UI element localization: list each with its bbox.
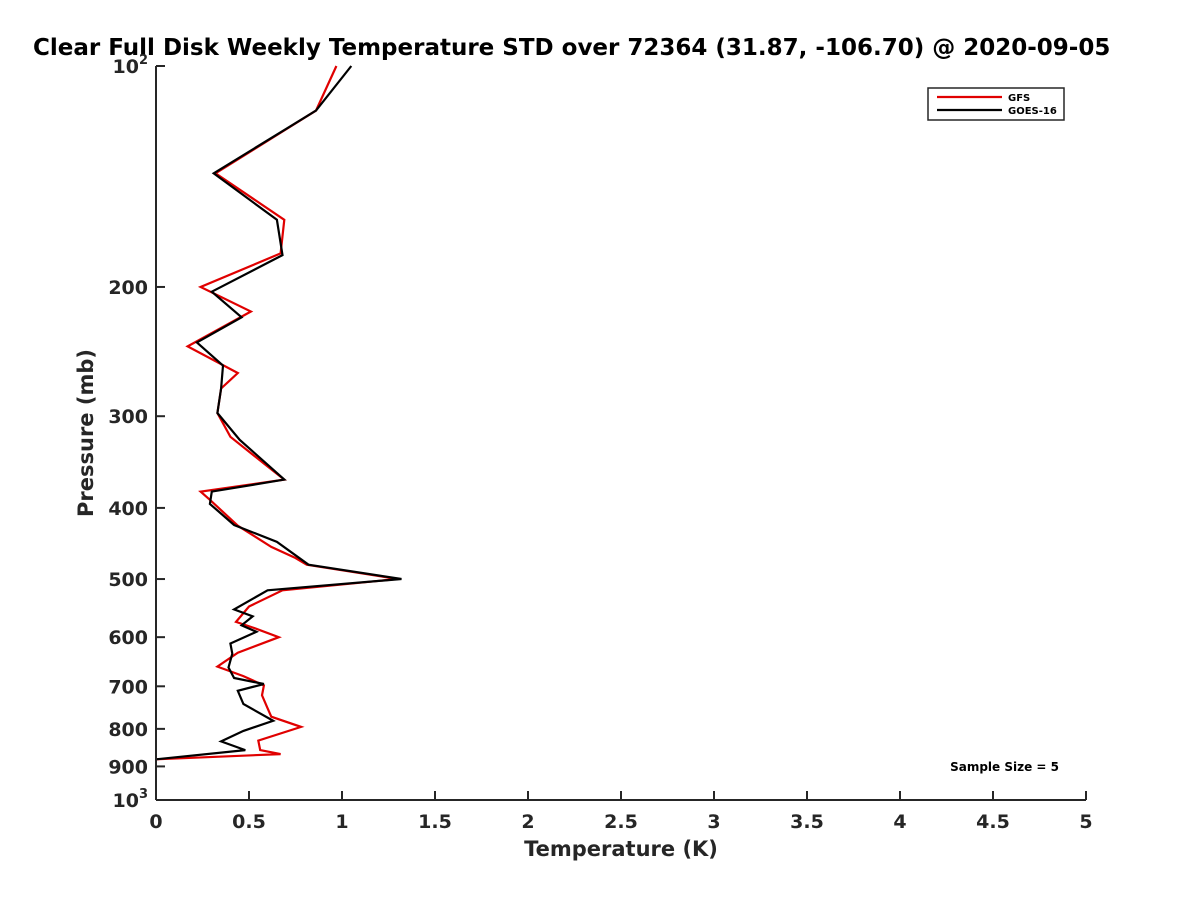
y-tick-label: 800	[108, 719, 148, 741]
legend-box	[927, 87, 1065, 121]
y-tick-label: 700	[108, 676, 148, 698]
chart-title: Clear Full Disk Weekly Temperature STD o…	[33, 35, 1110, 61]
y-tick-label: 600	[108, 627, 148, 649]
x-tick-label: 2	[521, 811, 534, 833]
x-tick-label: 0.5	[232, 811, 266, 833]
x-tick-label: 1.5	[418, 811, 452, 833]
x-tick-label: 4.5	[976, 811, 1010, 833]
x-tick-label: 5	[1079, 811, 1092, 833]
y-tick-label: 300	[108, 406, 148, 428]
legend-label: GFS	[1008, 93, 1030, 104]
series-line-gfs	[156, 65, 398, 761]
x-tick-label: 3.5	[790, 811, 824, 833]
x-tick-label: 0	[149, 811, 162, 833]
y-tick-label: 500	[108, 569, 148, 591]
y-tick-label: 400	[108, 498, 148, 520]
y-tick-label: 900	[108, 756, 148, 778]
legend-label: GOES-16	[1008, 106, 1057, 117]
y-tick-label: 200	[108, 277, 148, 299]
y-tick-label: 103	[113, 787, 149, 812]
x-axis-label: Temperature (K)	[524, 837, 718, 861]
y-tick-label: 102	[113, 53, 149, 78]
y-axis-label: Pressure (mb)	[74, 349, 98, 517]
sample-size-annotation: Sample Size = 5	[950, 760, 1059, 774]
x-tick-label: 3	[707, 811, 720, 833]
x-tick-label: 2.5	[604, 811, 638, 833]
series-line-goes-16	[156, 65, 402, 761]
x-tick-label: 4	[893, 811, 906, 833]
legend: GFS GOES-16	[927, 87, 1065, 121]
x-tick-label: 1	[335, 811, 348, 833]
